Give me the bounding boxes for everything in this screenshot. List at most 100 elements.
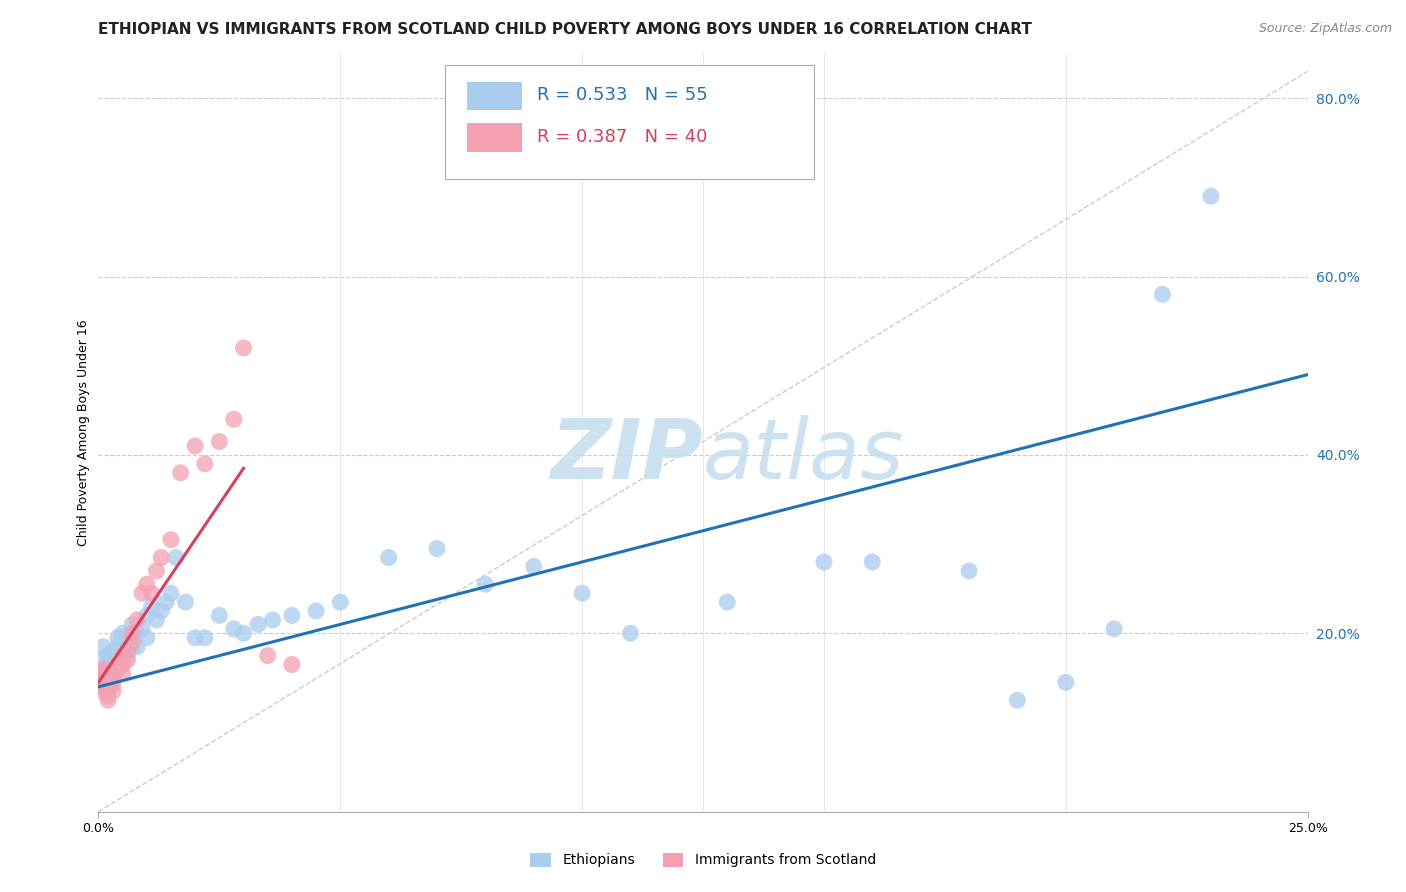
Point [208,434,231,449]
Point [813,555,835,569]
Point [377,550,399,565]
Text: ETHIOPIAN VS IMMIGRANTS FROM SCOTLAND CHILD POVERTY AMONG BOYS UNDER 16 CORRELAT: ETHIOPIAN VS IMMIGRANTS FROM SCOTLAND CH… [98,22,1032,37]
Point [208,608,231,623]
Point [281,657,304,672]
Point [97,657,120,672]
Point [150,604,173,618]
Point [117,635,139,649]
Point [97,666,120,681]
Point [256,648,278,663]
Point [101,684,124,698]
Point [474,577,496,591]
Text: ZIP: ZIP [550,415,703,496]
FancyBboxPatch shape [467,81,522,111]
Point [1054,675,1077,690]
Point [957,564,980,578]
Point [107,640,129,654]
Point [165,550,187,565]
Point [860,555,883,569]
Point [91,673,114,687]
Point [426,541,449,556]
Point [222,412,245,426]
Point [141,586,163,600]
Point [194,631,217,645]
Point [716,595,738,609]
Point [111,626,134,640]
Point [91,653,114,667]
Point [101,653,124,667]
Point [107,631,129,645]
Point [150,550,173,565]
Point [145,613,167,627]
Point [91,666,114,681]
Point [121,617,143,632]
Point [111,631,134,645]
Point [121,640,143,654]
Point [169,466,191,480]
Point [97,689,120,703]
Y-axis label: Child Poverty Among Boys Under 16: Child Poverty Among Boys Under 16 [77,319,90,546]
FancyBboxPatch shape [467,123,522,153]
Point [101,671,124,685]
Point [1102,622,1125,636]
Point [91,684,114,698]
Point [111,648,134,663]
Point [127,626,149,640]
Point [97,680,120,694]
Point [91,640,114,654]
Point [90,666,112,681]
Point [619,626,641,640]
Point [523,559,546,574]
Point [174,595,197,609]
Point [160,533,183,547]
Point [127,640,149,654]
Point [222,622,245,636]
Text: R = 0.533   N = 55: R = 0.533 N = 55 [537,87,709,104]
Point [97,662,120,676]
Point [232,626,254,640]
Point [131,622,153,636]
Point [135,577,157,591]
Point [145,564,167,578]
Point [101,677,124,691]
Point [1199,189,1222,203]
Point [91,666,114,681]
Point [107,662,129,676]
Point [121,635,143,649]
Point [121,626,143,640]
Point [97,673,120,687]
Point [281,608,304,623]
Point [111,657,134,672]
Point [101,644,124,658]
Point [91,662,114,676]
Point [184,439,207,453]
Point [1007,693,1029,707]
Point [111,648,134,663]
Point [117,653,139,667]
Point [107,657,129,672]
Point [117,644,139,658]
Point [262,613,284,627]
Point [135,631,157,645]
Point [141,599,163,614]
Point [91,680,114,694]
Legend: Ethiopians, Immigrants from Scotland: Ethiopians, Immigrants from Scotland [524,847,882,873]
Point [127,613,149,627]
Point [232,341,254,355]
Text: R = 0.387   N = 40: R = 0.387 N = 40 [537,128,707,146]
Point [247,617,270,632]
Point [135,608,157,623]
Text: atlas: atlas [703,415,904,496]
Point [571,586,593,600]
Point [117,648,139,663]
Point [90,673,112,687]
Point [160,586,183,600]
Point [101,657,124,672]
Point [101,666,124,681]
Point [97,648,120,663]
Point [194,457,217,471]
Point [97,693,120,707]
Point [184,631,207,645]
Point [111,666,134,681]
Text: Source: ZipAtlas.com: Source: ZipAtlas.com [1258,22,1392,36]
